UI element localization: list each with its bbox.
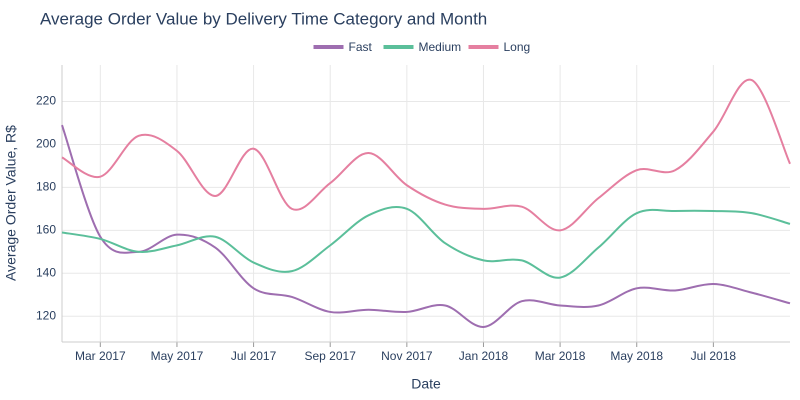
chart-title: Average Order Value by Delivery Time Cat… bbox=[40, 9, 487, 28]
y-tick-label: 140 bbox=[36, 265, 56, 279]
series-line bbox=[61, 78, 791, 232]
x-tick-label: Jul 2017 bbox=[231, 349, 277, 363]
series-line bbox=[61, 206, 791, 279]
legend-label: Medium bbox=[419, 40, 462, 54]
x-tick-label: Sep 2017 bbox=[305, 349, 357, 363]
x-tick-label: Nov 2017 bbox=[381, 349, 433, 363]
y-axis-label: Average Order Value, R$ bbox=[3, 125, 19, 281]
x-axis-label: Date bbox=[411, 376, 441, 392]
legend-label: Long bbox=[504, 40, 531, 54]
x-tick-label: Jan 2018 bbox=[459, 349, 509, 363]
x-tick-label: May 2018 bbox=[610, 349, 663, 363]
series-line bbox=[61, 124, 791, 328]
x-tick-label: Mar 2018 bbox=[535, 349, 586, 363]
y-tick-label: 220 bbox=[36, 94, 56, 108]
y-tick-label: 200 bbox=[36, 137, 56, 151]
x-tick-label: Mar 2017 bbox=[75, 349, 126, 363]
x-tick-label: May 2017 bbox=[151, 349, 204, 363]
y-tick-label: 160 bbox=[36, 223, 56, 237]
y-tick-label: 180 bbox=[36, 180, 56, 194]
legend-label: Fast bbox=[349, 40, 373, 54]
y-tick-label: 120 bbox=[36, 308, 56, 322]
x-tick-label: Jul 2018 bbox=[691, 349, 737, 363]
